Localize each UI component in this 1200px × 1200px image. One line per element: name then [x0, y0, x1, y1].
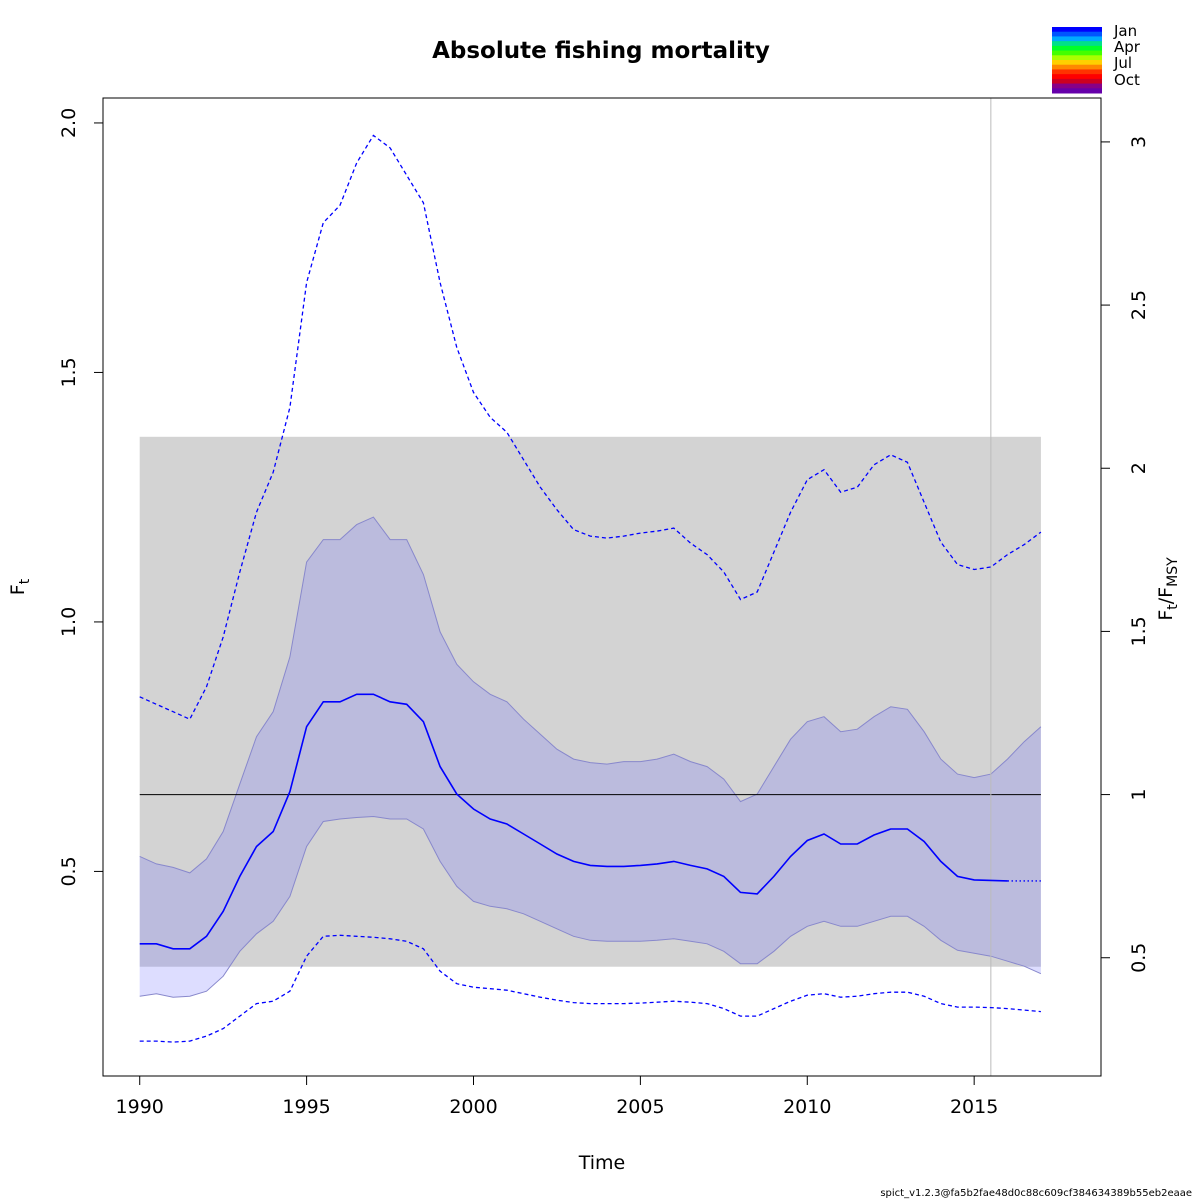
legend-label: Oct: [1114, 71, 1140, 89]
legend-label: Jan: [1113, 22, 1137, 40]
y-axis-right-title-sub2: MSY: [1165, 557, 1181, 587]
x-tick-label: 2010: [783, 1096, 831, 1118]
y-tick-label-right: 0.5: [1128, 943, 1150, 973]
legend-swatch: [1052, 27, 1102, 33]
y-axis-left-title-sub: t: [17, 578, 33, 584]
prediction-upper-line: [139, 134, 1042, 721]
legend-swatch: [1052, 55, 1102, 61]
ci95-lower-edge: [139, 815, 1042, 998]
version-footer: spict_v1.2.3@fa5b2fae48d0c88c609cf384634…: [880, 1188, 1192, 1199]
y-tick-label-left: 1.0: [58, 607, 80, 637]
legend-swatch: [1052, 41, 1102, 47]
y-axis-left-title: Ft: [7, 578, 33, 595]
legend-swatch: [1052, 83, 1102, 89]
y-axis-right: 0.5 1 1.5 2 2.5 3: [1100, 136, 1150, 973]
y-axis-right-title-sub1: t: [1165, 604, 1181, 610]
y-tick-label-right: 2.5: [1128, 290, 1150, 320]
chart-title: Absolute fishing mortality: [432, 38, 770, 64]
x-tick-label: 2015: [950, 1096, 998, 1118]
y-tick-label-left: 1.5: [58, 357, 80, 387]
legend-swatch: [1052, 64, 1102, 70]
y-axis-left: 0.5 1.0 1.5 2.0: [58, 108, 104, 887]
legend-label: Apr: [1114, 38, 1141, 56]
y-tick-label-right: 2: [1128, 462, 1150, 474]
y-tick-label-left: 0.5: [58, 856, 80, 886]
legend-swatch: [1052, 74, 1102, 80]
legend-swatch: [1052, 69, 1102, 75]
ci95-upper-edge: [139, 516, 1042, 874]
legend-swatch: [1052, 88, 1102, 94]
legend-swatch: [1052, 60, 1102, 66]
legend-swatch: [1052, 45, 1102, 52]
x-tick-label: 2000: [449, 1096, 497, 1118]
ci95-band: [139, 517, 1041, 967]
legend-swatch: [1052, 36, 1102, 42]
legend-label: Jul: [1113, 54, 1132, 72]
x-tick-label: 1995: [282, 1096, 330, 1118]
y-axis-right-title-sep: /F: [1155, 587, 1177, 604]
prediction-lower-line: [139, 934, 1041, 1043]
x-axis-title: Time: [578, 1152, 626, 1174]
y-axis-left-title-base: F: [7, 584, 29, 595]
y-axis-right-title: Ft/FMSY: [1155, 557, 1181, 621]
legend-swatch: [1052, 78, 1102, 85]
y-tick-label-right: 3: [1128, 136, 1150, 148]
estimate-line: [139, 693, 1008, 950]
plot-area: [139, 98, 1042, 1076]
y-tick-label-right: 1.5: [1128, 616, 1150, 646]
y-tick-label-right: 1: [1128, 789, 1150, 801]
x-tick-label: 2005: [616, 1096, 664, 1118]
x-tick-label: 1990: [116, 1096, 164, 1118]
legend-swatch: [1052, 50, 1102, 56]
legend-swatch: [1052, 31, 1102, 37]
y-axis-right-title-base: F: [1155, 610, 1177, 621]
y-tick-label-left: 2.0: [58, 108, 80, 138]
x-axis: 1990 1995 2000 2005 2010 2015: [116, 1075, 998, 1118]
